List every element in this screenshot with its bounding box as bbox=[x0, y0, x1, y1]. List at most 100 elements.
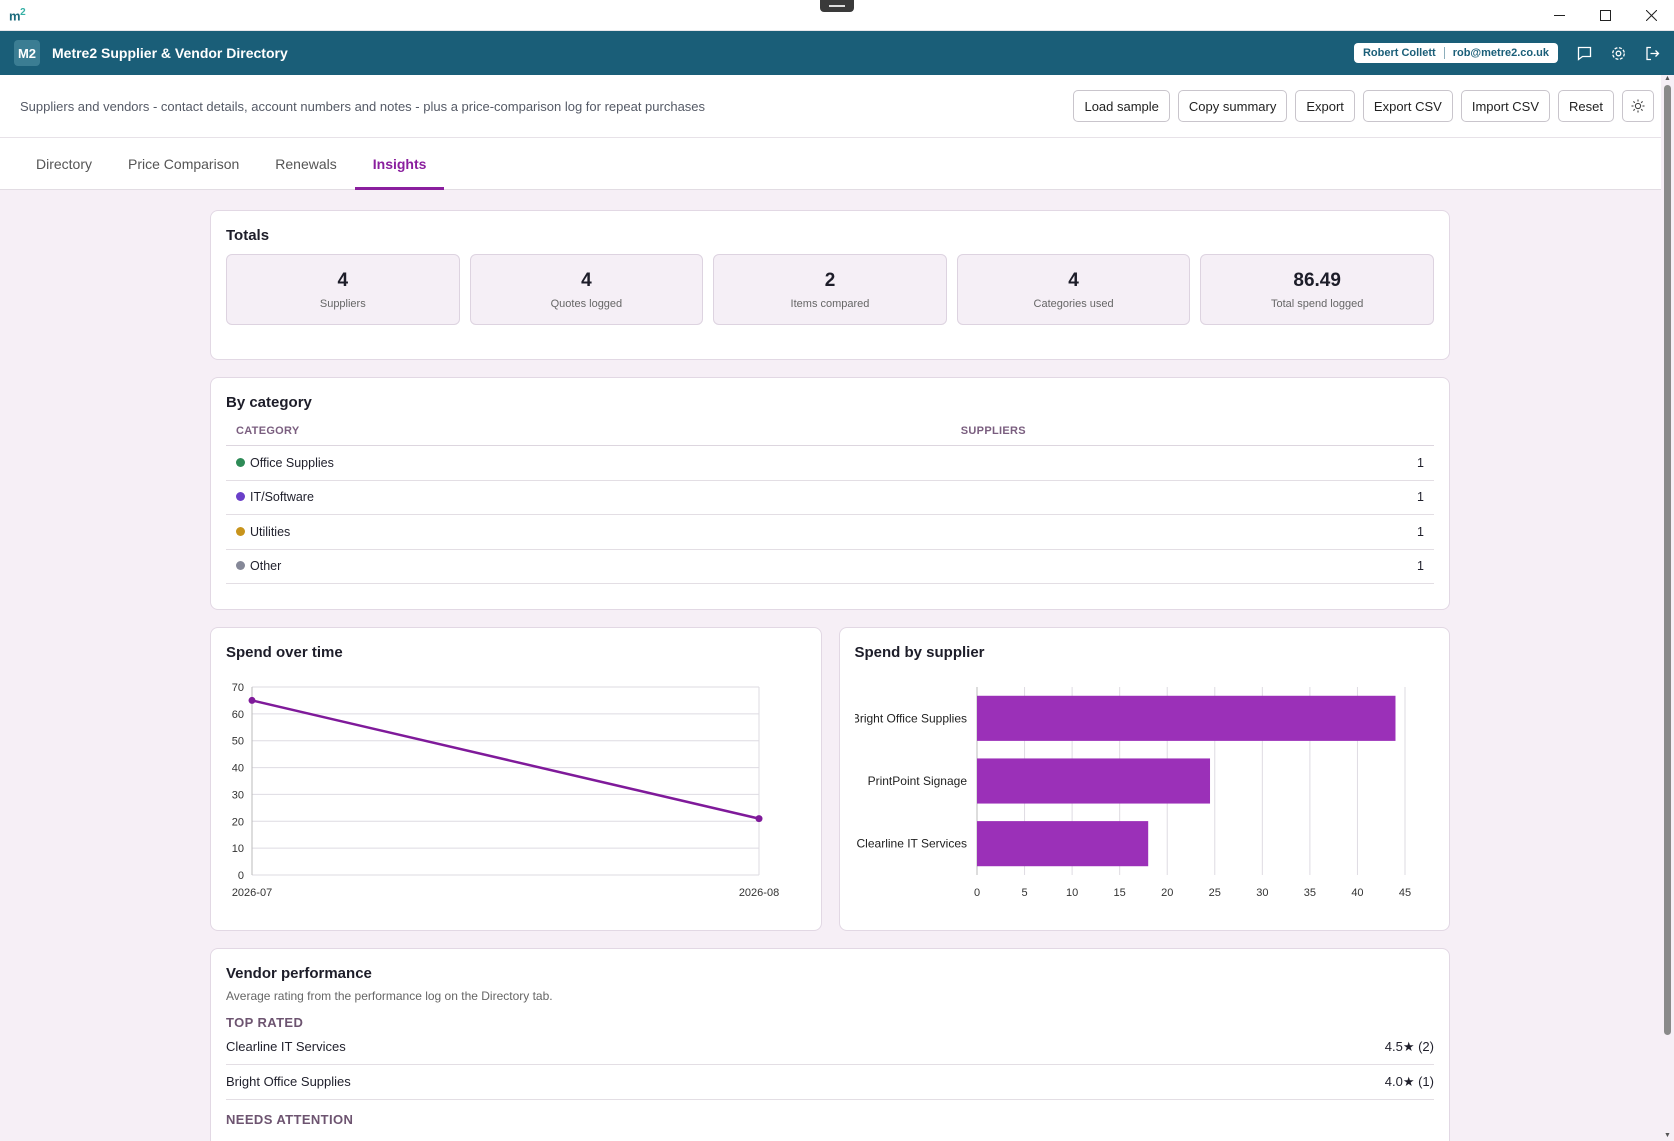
stat-row: 4 Suppliers 4 Quotes logged 2 Items comp… bbox=[226, 254, 1434, 325]
import-csv-button[interactable]: Import CSV bbox=[1460, 90, 1551, 122]
reset-button[interactable]: Reset bbox=[1558, 90, 1614, 122]
table-header-row: CATEGORY SUPPLIERS bbox=[226, 425, 1434, 446]
theme-toggle-button[interactable] bbox=[1622, 90, 1654, 122]
x-tick-label: 2026-07 bbox=[232, 887, 272, 899]
gear-icon[interactable] bbox=[1610, 45, 1626, 61]
y-tick-label: 70 bbox=[232, 682, 244, 694]
y-tick-label: 0 bbox=[238, 870, 244, 882]
x-tick-label: 30 bbox=[1256, 887, 1268, 899]
vendor-rating: 4.5★ (2) bbox=[1384, 1039, 1434, 1054]
y-tick-label: 40 bbox=[232, 763, 244, 775]
subheader-toolbar: Suppliers and vendors - contact details,… bbox=[0, 75, 1674, 138]
x-tick-label: 35 bbox=[1303, 887, 1315, 899]
y-tick-label: 30 bbox=[232, 789, 244, 801]
user-pill[interactable]: Robert Collett rob@metre2.co.uk bbox=[1353, 43, 1558, 63]
vendor-performance-title: Vendor performance bbox=[226, 965, 372, 982]
x-tick-label: 10 bbox=[1065, 887, 1077, 899]
scrollbar[interactable]: ▲ ▼ bbox=[1661, 75, 1674, 1141]
stat-label: Quotes logged bbox=[550, 297, 623, 310]
stat-quotes-logged: 4 Quotes logged bbox=[469, 254, 704, 325]
app-logo: M2 bbox=[14, 40, 40, 66]
table-row: IT/Software 1 bbox=[226, 480, 1434, 515]
x-tick-label: 0 bbox=[973, 887, 979, 899]
stat-label: Categories used bbox=[1033, 297, 1114, 310]
category-table-body: Office Supplies 1 IT/Software 1 Utilities 1 Ot… bbox=[226, 445, 1434, 584]
data-point bbox=[755, 815, 763, 823]
app-title: Metre2 Supplier & Vendor Directory bbox=[52, 45, 288, 61]
category-name: Office Supplies bbox=[250, 455, 334, 470]
spend-by-supplier-chart: 0 5 10 15 20 25 30 35 40 45 Bright Office Supplies… bbox=[855, 687, 1411, 899]
page-description: Suppliers and vendors - contact details,… bbox=[20, 98, 706, 114]
list-item: Clearline IT Services 4.5★ (2) bbox=[226, 1030, 1434, 1065]
spend-by-supplier-title: Spend by supplier bbox=[854, 644, 985, 661]
spend-over-time-title: Spend over time bbox=[226, 644, 343, 661]
category-label: PrintPoint Signage bbox=[867, 774, 967, 788]
category-color-dot bbox=[236, 492, 245, 502]
export-button[interactable]: Export bbox=[1295, 90, 1355, 122]
supplier-count: 1 bbox=[950, 514, 1434, 550]
stat-label: Total spend logged bbox=[1270, 297, 1364, 310]
supplier-count: 1 bbox=[950, 549, 1434, 584]
sun-icon bbox=[1631, 99, 1645, 113]
x-tick-label: 5 bbox=[1021, 887, 1027, 899]
stat-categories-used: 4 Categories used bbox=[956, 254, 1191, 325]
toolbar: Load sample Copy summary Export Export C… bbox=[1073, 90, 1654, 122]
column-header-category: CATEGORY bbox=[226, 425, 951, 446]
close-icon[interactable] bbox=[1628, 0, 1674, 30]
by-category-title: By category bbox=[226, 394, 312, 411]
data-point bbox=[248, 696, 256, 704]
tab-bar: Directory Price Comparison Renewals Insi… bbox=[0, 138, 1674, 190]
scroll-down-icon[interactable]: ▼ bbox=[1664, 1132, 1671, 1139]
spend-over-time-card: Spend over time 0 10 20 30 40 50 60 70 2026-07 20… bbox=[210, 627, 822, 931]
y-tick-label: 10 bbox=[232, 843, 244, 855]
load-sample-button[interactable]: Load sample bbox=[1073, 90, 1170, 122]
x-tick-label: 25 bbox=[1208, 887, 1220, 899]
stat-value: 86.49 bbox=[1293, 269, 1341, 291]
os-title-bar: m2 bbox=[0, 0, 1674, 31]
stat-value: 4 bbox=[1068, 269, 1079, 291]
insights-content: Totals 4 Suppliers 4 Quotes logged 2 Ite… bbox=[210, 210, 1450, 1141]
stat-total-spend: 86.49 Total spend logged bbox=[1200, 254, 1434, 325]
tab-renewals[interactable]: Renewals bbox=[275, 155, 337, 172]
chat-icon[interactable] bbox=[1576, 45, 1592, 61]
totals-title: Totals bbox=[226, 227, 270, 244]
table-row: Utilities 1 bbox=[226, 514, 1434, 550]
scroll-thumb[interactable] bbox=[1664, 85, 1671, 1035]
y-tick-label: 50 bbox=[232, 736, 244, 748]
supplier-count: 1 bbox=[950, 480, 1434, 515]
category-color-dot bbox=[236, 561, 245, 571]
bar bbox=[976, 695, 1395, 741]
copy-summary-button[interactable]: Copy summary bbox=[1177, 90, 1288, 122]
totals-card: Totals 4 Suppliers 4 Quotes logged 2 Ite… bbox=[210, 210, 1450, 360]
window-drag-handle[interactable] bbox=[820, 0, 854, 12]
category-name: Utilities bbox=[250, 524, 291, 539]
export-csv-button[interactable]: Export CSV bbox=[1362, 90, 1453, 122]
table-row: Office Supplies 1 bbox=[226, 445, 1434, 481]
scroll-up-icon[interactable]: ▲ bbox=[1664, 75, 1671, 82]
logout-icon[interactable] bbox=[1644, 45, 1660, 61]
stat-suppliers: 4 Suppliers bbox=[226, 254, 460, 325]
vendor-performance-card: Vendor performance Average rating from t… bbox=[210, 948, 1450, 1141]
maximize-icon[interactable] bbox=[1582, 0, 1628, 30]
user-email: rob@metre2.co.uk bbox=[1452, 47, 1549, 59]
minimize-icon[interactable] bbox=[1536, 0, 1582, 30]
category-cell: IT/Software bbox=[226, 480, 951, 515]
category-label: Clearline IT Services bbox=[856, 837, 966, 851]
category-color-dot bbox=[236, 457, 245, 467]
x-tick-label: 2026-08 bbox=[739, 887, 779, 899]
x-tick-label: 15 bbox=[1113, 887, 1125, 899]
category-color-dot bbox=[236, 526, 245, 536]
stat-value: 4 bbox=[337, 269, 349, 291]
list-item: Bright Office Supplies 4.0★ (1) bbox=[226, 1065, 1434, 1100]
bar bbox=[976, 821, 1148, 867]
y-tick-label: 20 bbox=[232, 816, 244, 828]
tab-insights[interactable]: Insights bbox=[354, 138, 445, 190]
stat-label: Items compared bbox=[790, 297, 870, 310]
stat-label: Suppliers bbox=[319, 297, 366, 310]
category-name: Other bbox=[250, 559, 282, 574]
tab-price-comparison[interactable]: Price Comparison bbox=[128, 155, 240, 172]
user-name: Robert Collett bbox=[1362, 47, 1436, 59]
stat-value: 2 bbox=[824, 269, 836, 291]
category-name: IT/Software bbox=[250, 490, 314, 505]
tab-directory[interactable]: Directory bbox=[36, 155, 93, 172]
